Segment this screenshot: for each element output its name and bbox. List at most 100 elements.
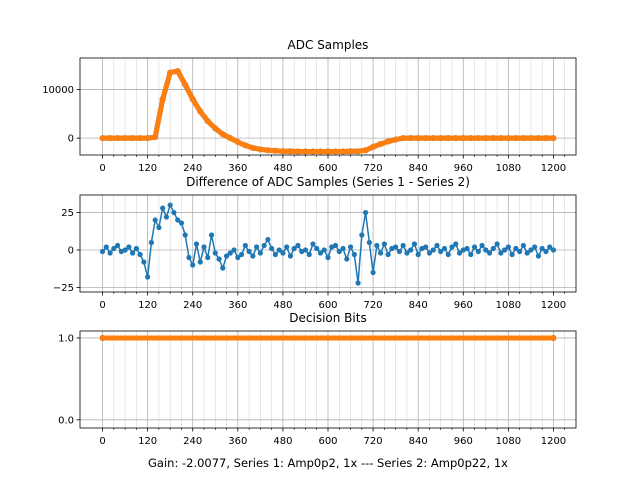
x-tick-label: 480 [273, 436, 292, 447]
data-point [400, 135, 407, 142]
data-point [231, 247, 237, 253]
data-point [426, 250, 433, 256]
data-point [437, 135, 444, 142]
data-point [235, 254, 241, 261]
series-series-2 [99, 68, 557, 155]
data-point [122, 135, 129, 142]
data-point [438, 248, 444, 255]
data-point [336, 248, 342, 255]
data-point [310, 241, 316, 247]
data-point [359, 232, 365, 238]
data-point [471, 244, 478, 250]
y-tick-label: 0 [68, 134, 74, 145]
x-axis-label: Gain: -2.0077, Series 1: Amp0p2, 1x --- … [148, 456, 508, 470]
data-point [377, 140, 384, 147]
data-point [408, 247, 414, 253]
y-tick-label: 0 [68, 246, 74, 257]
data-point [234, 139, 241, 146]
data-point [159, 96, 166, 103]
data-point [505, 244, 511, 250]
y-tick-label: 25 [61, 208, 74, 219]
data-point [430, 135, 437, 142]
x-tick-label: 120 [138, 436, 157, 447]
data-point [279, 148, 286, 155]
axes-frame [79, 194, 577, 293]
data-point [156, 224, 162, 231]
data-point [302, 148, 309, 155]
data-point [152, 217, 158, 223]
data-point [509, 251, 515, 258]
data-point [505, 135, 512, 142]
y-tick-label: 10000 [42, 85, 74, 96]
data-point [144, 135, 151, 142]
data-point [441, 245, 448, 252]
data-point [464, 245, 470, 252]
data-point [434, 242, 440, 249]
data-point [193, 241, 200, 247]
data-point [404, 250, 410, 256]
x-tick-label: 1200 [541, 436, 566, 447]
data-point [265, 236, 271, 243]
data-point [269, 245, 275, 252]
data-point [347, 148, 354, 155]
x-tick-label: 840 [409, 163, 428, 174]
subplot-3: 0 120 240 360 480 600 720 840 960 1080 1200 0.0 1.0 D… [58, 311, 577, 470]
subplot-title: Decision Bits [289, 311, 366, 325]
data-point [524, 250, 530, 256]
subplot-1: 0 120 240 360 480 600 720 840 960 1080 1200 0 10000 A… [42, 38, 577, 174]
data-point [167, 69, 174, 76]
data-point [302, 247, 309, 253]
data-point [295, 242, 301, 249]
data-point [475, 135, 482, 142]
data-point [216, 256, 222, 262]
data-point [374, 242, 380, 249]
data-point [250, 253, 256, 259]
y-tick-label: −25 [53, 283, 74, 294]
data-point [407, 135, 414, 142]
data-point [347, 244, 354, 250]
data-point [468, 251, 474, 258]
data-point [272, 251, 278, 258]
data-point [167, 202, 173, 208]
data-point [114, 242, 121, 249]
data-point [242, 142, 249, 149]
x-tick-label: 960 [454, 163, 473, 174]
data-point [498, 250, 504, 256]
subplot-title: Difference of ADC Samples (Series 1 - Se… [186, 175, 470, 189]
data-point [287, 253, 294, 259]
data-point [482, 135, 489, 142]
data-point [512, 135, 519, 142]
x-tick-label: 1080 [496, 300, 521, 311]
data-point [490, 135, 497, 142]
data-point [99, 334, 106, 341]
data-point [287, 148, 294, 155]
data-point [535, 135, 542, 142]
data-point [261, 242, 267, 249]
data-point [107, 250, 113, 256]
data-point [254, 244, 260, 250]
data-point [393, 244, 399, 250]
data-point [528, 247, 534, 253]
data-point [445, 135, 452, 142]
data-point [186, 254, 192, 261]
data-point [502, 247, 508, 253]
data-point [314, 245, 320, 252]
x-tick-label: 600 [318, 300, 337, 311]
data-point [163, 214, 170, 220]
x-tick-label: 720 [364, 436, 383, 447]
data-point [535, 253, 542, 259]
data-point [422, 135, 429, 142]
data-point [175, 217, 181, 223]
data-point [141, 259, 147, 265]
data-point [276, 247, 282, 253]
data-point [527, 135, 534, 142]
data-point [189, 96, 196, 103]
axes-frame [79, 57, 577, 156]
y-tick-label: 0.0 [58, 415, 74, 426]
data-point [411, 241, 418, 247]
data-point [517, 248, 523, 255]
data-point [392, 136, 399, 143]
data-point [381, 241, 387, 247]
